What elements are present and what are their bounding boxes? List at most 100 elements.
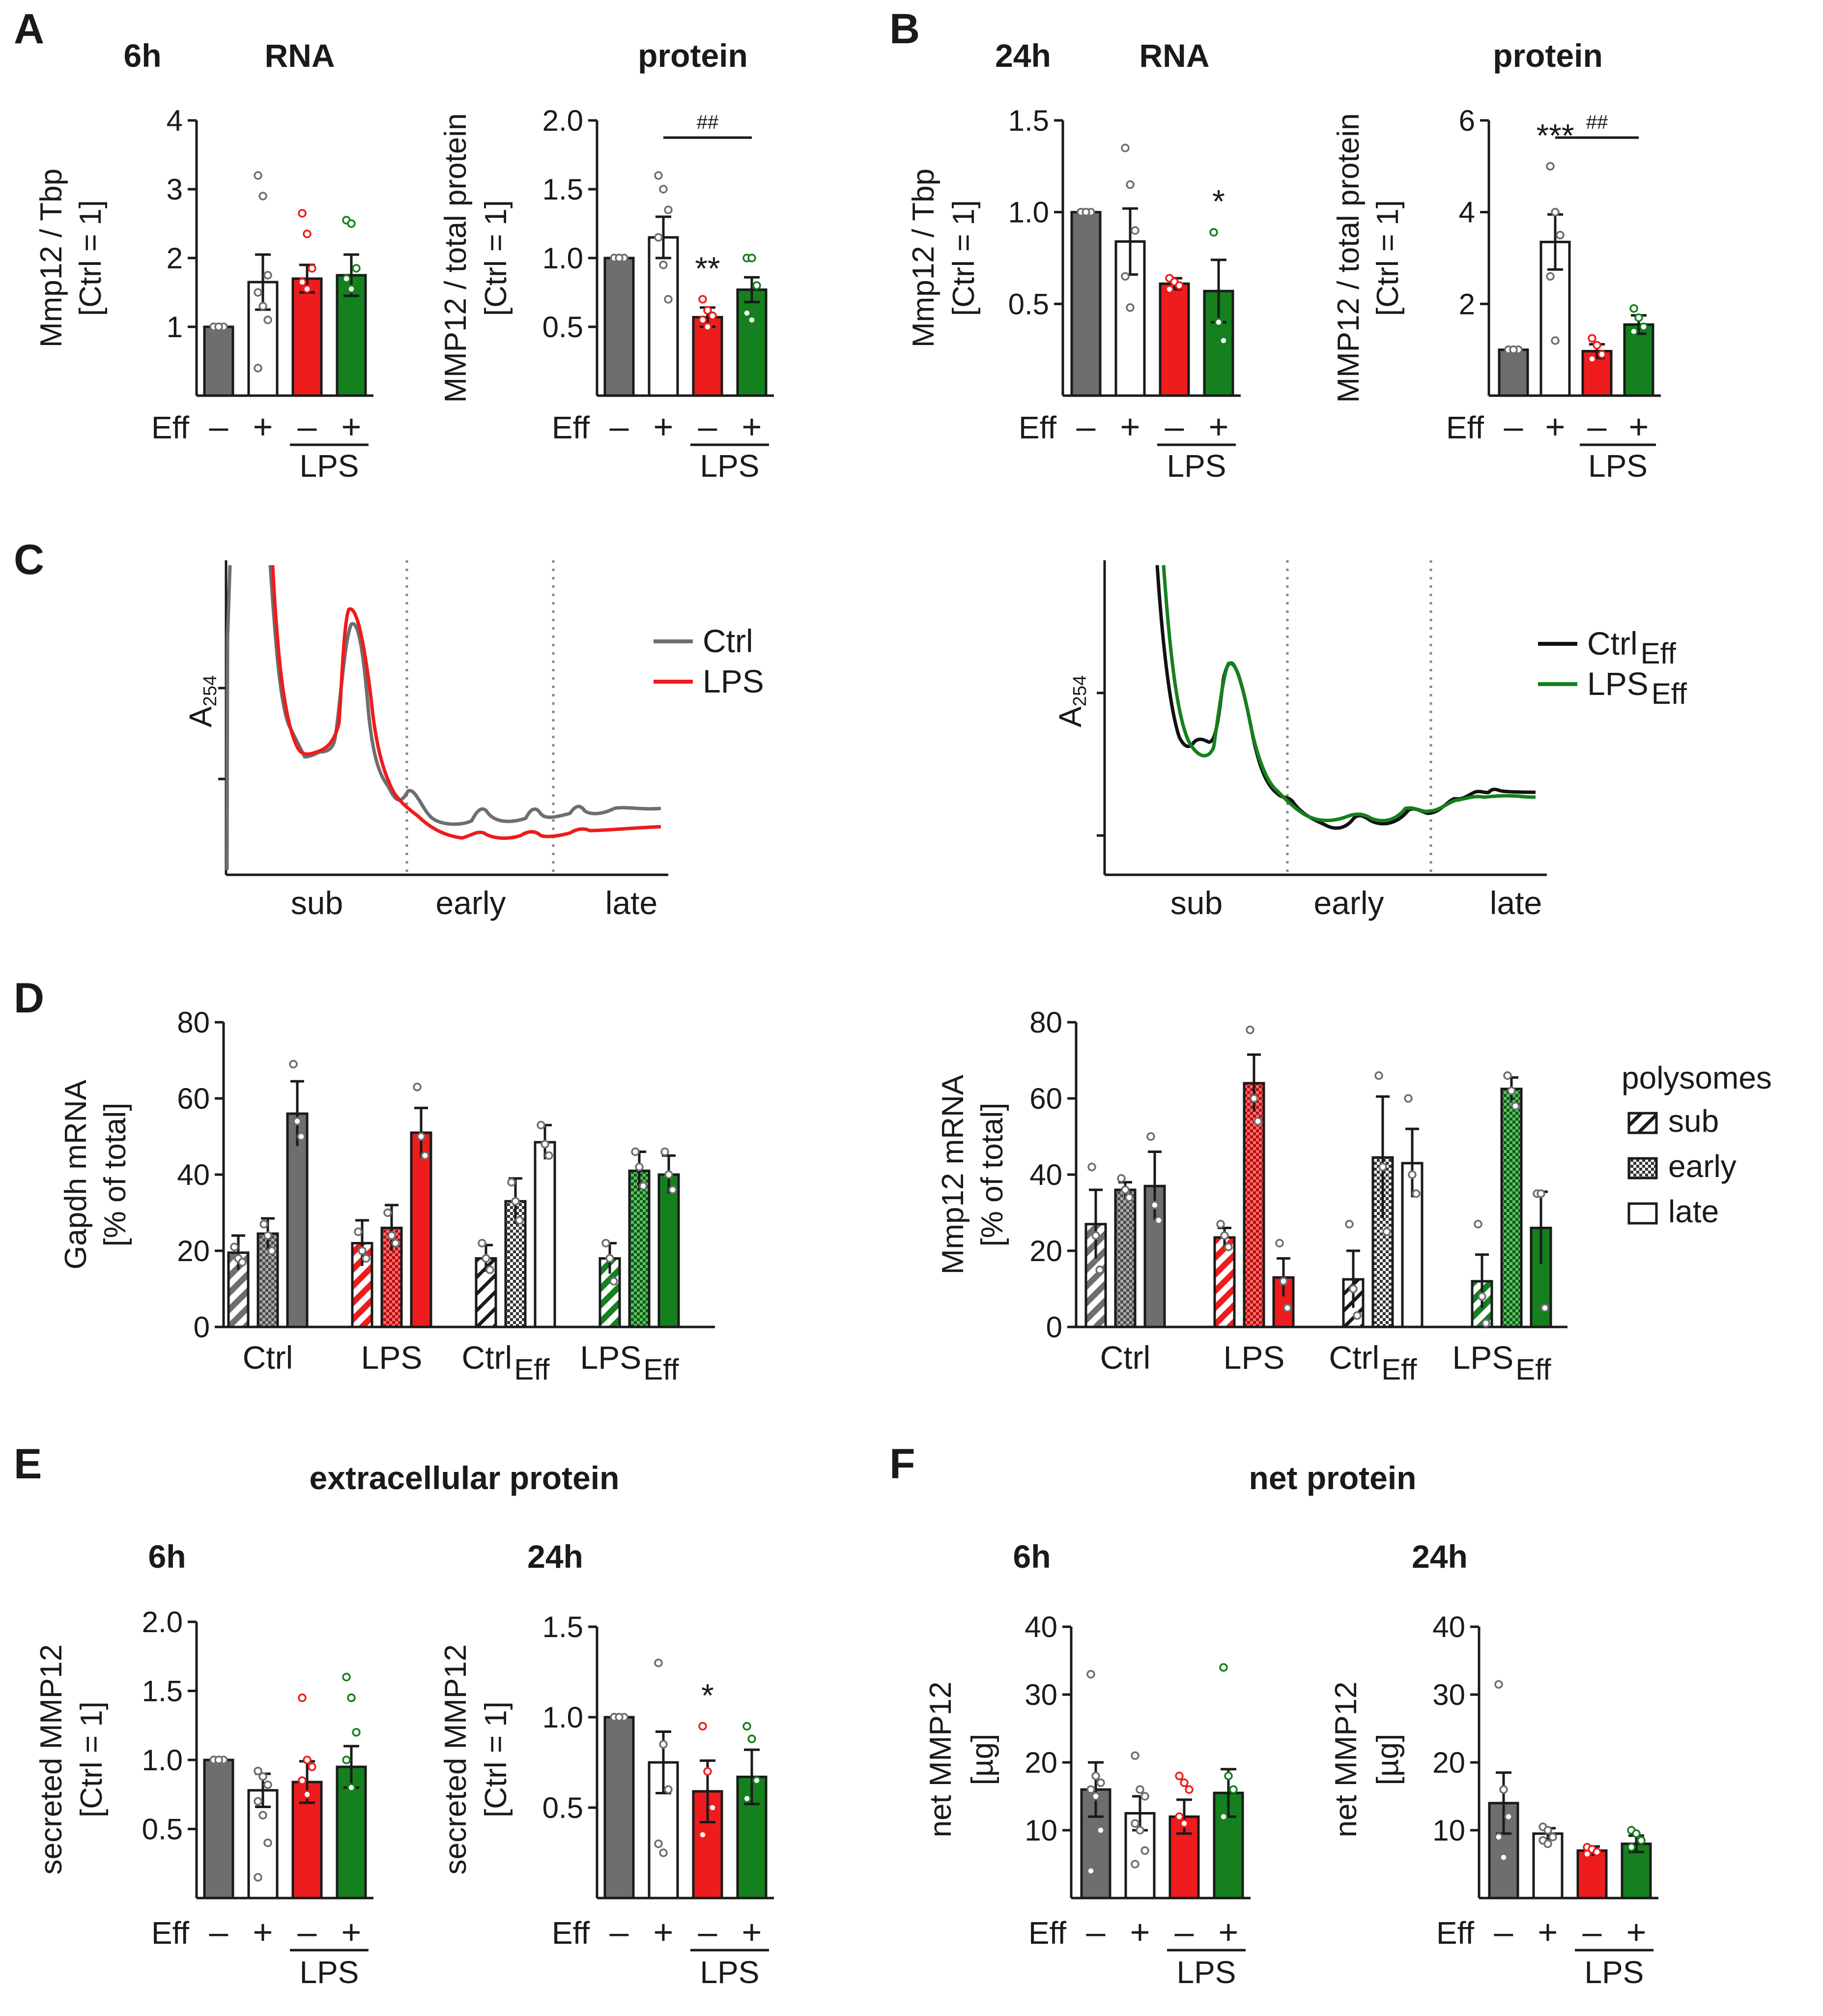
y-axis-label-sub: 254 [200, 675, 221, 706]
y-tick-label: 1.5 [142, 1675, 183, 1708]
y-axis-label: Mmp12 mRNA [936, 1074, 970, 1274]
y-tick-label: 0 [194, 1311, 210, 1344]
data-point [1504, 1812, 1513, 1821]
data-point [1086, 1785, 1095, 1794]
data-point [1494, 1680, 1503, 1689]
data-point [635, 1162, 644, 1172]
data-point [1543, 1839, 1552, 1848]
chart-d-gapdh: Gapdh mRNA [% of total] 0 20 40 60 80 Ctrl LPS Ct… [59, 1006, 715, 1386]
data-point [659, 1848, 668, 1857]
y-tick-label: 20 [1029, 1235, 1062, 1267]
group-label: Ctrl [243, 1339, 293, 1376]
minus-sign: – [298, 407, 317, 446]
chart-a-protein: MMP12 / total protein [Ctrl = 1] 0.5 1.0 1.5… [439, 104, 774, 484]
data-point [747, 316, 756, 324]
data-point [708, 311, 717, 320]
data-point [1503, 1071, 1512, 1080]
legend-label: Ctrl [703, 623, 753, 659]
data-point [1478, 1292, 1486, 1301]
data-point [660, 1147, 669, 1156]
y-axis-label: secreted MMP12 [439, 1644, 473, 1875]
a-rna-label: RNA [265, 37, 335, 74]
data-point [362, 1254, 370, 1263]
y-tick-label: 20 [1432, 1746, 1465, 1779]
minus-sign: – [610, 1913, 629, 1951]
plus-sign: + [1538, 1913, 1558, 1951]
plus-sign: + [1626, 1913, 1647, 1951]
lps-profile-line [271, 565, 661, 840]
data-point [1548, 1833, 1557, 1842]
lps-label: LPS [700, 1955, 760, 1990]
data-point [303, 230, 312, 238]
data-point [1175, 1812, 1184, 1821]
bar [1203, 289, 1234, 397]
group-label: CtrlEff [462, 1339, 550, 1386]
data-point [258, 192, 267, 201]
data-point [293, 1117, 302, 1126]
group-label: Ctrl [1100, 1339, 1151, 1376]
data-point [615, 1713, 624, 1722]
data-point [263, 1780, 272, 1789]
bar [203, 325, 234, 397]
data-point [659, 185, 668, 194]
data-point [1349, 1284, 1358, 1294]
lps-label: LPS [1167, 448, 1226, 484]
data-point [298, 1776, 307, 1785]
plus-sign: + [654, 1913, 674, 1951]
fraction-label: sub [1170, 885, 1223, 921]
data-point [1481, 1319, 1490, 1327]
data-point [1229, 1785, 1238, 1794]
significance-marker: * [1212, 183, 1225, 220]
fraction-label: late [1490, 885, 1542, 921]
data-point [308, 1762, 316, 1771]
minus-sign: – [1086, 1913, 1106, 1951]
bar-early [1500, 1088, 1523, 1328]
plus-sign: + [742, 1913, 762, 1951]
y-axis-label-unit: [Ctrl = 1] [479, 200, 513, 316]
y-axis-label-sub: 254 [1070, 675, 1090, 706]
y-tick-label: 2.0 [142, 1606, 183, 1639]
data-point [1146, 1132, 1155, 1141]
legend-label-sub: Eff [1652, 677, 1687, 710]
minus-sign: – [1077, 407, 1096, 446]
comparison-marker: ## [697, 112, 719, 133]
y-axis-label-unit: [Ctrl = 1] [75, 1701, 109, 1817]
panel-letter-e: E [14, 1440, 42, 1488]
eff-label: Eff [1446, 410, 1484, 445]
y-tick-label: 40 [1432, 1611, 1465, 1643]
group-label: CtrlEff [1329, 1339, 1417, 1386]
data-point [230, 1242, 239, 1251]
legend-label: late [1668, 1194, 1719, 1229]
data-point [1180, 1778, 1189, 1787]
bar [203, 1758, 234, 1900]
data-point [1627, 1843, 1636, 1852]
data-point [742, 309, 751, 317]
panel-letter-c: C [14, 536, 44, 583]
data-point [1140, 1846, 1149, 1855]
legend-label: sub [1668, 1103, 1719, 1139]
fraction-label: sub [291, 885, 343, 921]
data-point [308, 264, 316, 273]
e-6h-label: 6h [148, 1538, 186, 1575]
lps-label: LPS [300, 1955, 359, 1990]
data-point [1537, 1189, 1545, 1198]
y-tick-label: 0.5 [1008, 288, 1049, 320]
data-point [747, 1734, 756, 1743]
data-point [664, 1785, 673, 1794]
data-point [1185, 1785, 1194, 1794]
y-axis-label-unit: [Ctrl = 1] [74, 200, 108, 316]
data-point [1499, 1785, 1508, 1794]
data-point [1546, 272, 1555, 281]
bar [1498, 348, 1529, 397]
y-axis-label: A254 [183, 675, 221, 727]
lps-label: LPS [1585, 1955, 1644, 1990]
significance-marker: ** [695, 250, 720, 287]
data-point [303, 1790, 312, 1799]
bar-late [657, 1173, 680, 1328]
data-point [1165, 285, 1174, 294]
group-label-sub: Eff [643, 1353, 679, 1386]
data-point [1412, 1189, 1421, 1198]
